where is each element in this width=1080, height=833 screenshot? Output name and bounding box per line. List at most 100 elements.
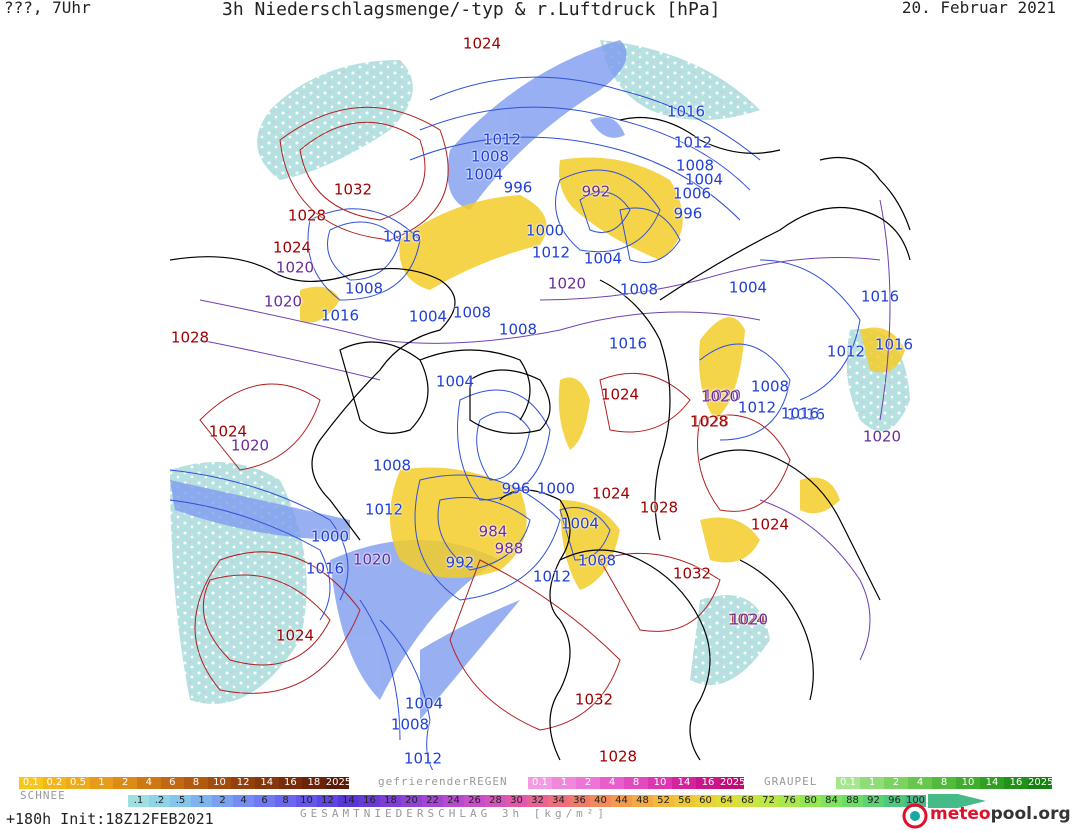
legend-color-cell: 28 bbox=[485, 795, 506, 807]
legend-color-cell: 8 bbox=[932, 777, 956, 789]
isobar-label: 1024 bbox=[727, 610, 767, 629]
legend-color-cell: 1 bbox=[191, 795, 212, 807]
legend-graupel-title: GRAUPEL bbox=[764, 775, 818, 788]
isobar-label: 1012 bbox=[673, 133, 713, 152]
legend-color-cell: 1 bbox=[552, 777, 576, 789]
isobar-label: 1024 bbox=[208, 422, 248, 441]
legend-color-cell: .1 bbox=[128, 795, 149, 807]
isobar-label: 1006 bbox=[672, 184, 712, 203]
isobar-label: 1012 bbox=[532, 567, 572, 586]
isobar-label: 1008 bbox=[577, 551, 617, 570]
legend-color-cell: 12 bbox=[231, 777, 255, 789]
legend-color-cell: .5 bbox=[170, 795, 191, 807]
isobar-label: 1016 bbox=[874, 335, 914, 354]
isobar-label: 1028 bbox=[598, 747, 638, 766]
isobar-label: 1016 bbox=[320, 306, 360, 325]
isobar-label: 1008 bbox=[470, 147, 510, 166]
isobar-label: 1008 bbox=[452, 303, 492, 322]
isobar-label: 1012 bbox=[826, 342, 866, 361]
legend-color-cell: 2025+ bbox=[325, 777, 350, 789]
legend-color-cell: 8 bbox=[275, 795, 296, 807]
meteopool-logo[interactable]: meteopool.org bbox=[900, 802, 1076, 830]
legend-color-cell: 10 bbox=[648, 777, 672, 789]
isobar-label: 1028 bbox=[170, 328, 210, 347]
isobar-label: 1024 bbox=[272, 238, 312, 257]
isobar-label: 1004 bbox=[560, 514, 600, 533]
isobar-label: 1008 bbox=[344, 279, 384, 298]
legend-color-cell: 16 bbox=[278, 777, 303, 789]
isobar-label: 1024 bbox=[591, 484, 631, 503]
legend-color-cell: 14 bbox=[980, 777, 1004, 789]
legend-color-cell: 26 bbox=[464, 795, 485, 807]
isobar-label: 1000 bbox=[525, 221, 565, 240]
legend-color-cell: 14 bbox=[254, 777, 279, 789]
legend-freezing-rain-title: gefrierenderREGEN bbox=[378, 775, 508, 788]
legend-color-cell: 96 bbox=[884, 795, 905, 807]
isobar-label: 992 bbox=[581, 182, 611, 201]
isobar-label: 1016 bbox=[305, 559, 345, 578]
isobar-label: 1016 bbox=[382, 227, 422, 246]
legend-color-cell: 0.5 bbox=[66, 777, 90, 789]
legend-color-cell: 0.1 bbox=[19, 777, 43, 789]
legend-arrow-icon bbox=[928, 794, 986, 808]
legend-color-cell: 10 bbox=[207, 777, 232, 789]
isobar-label: 1004 bbox=[464, 165, 504, 184]
legend-snow-title: SCHNEE bbox=[20, 789, 66, 802]
isobar-label: 1008 bbox=[675, 156, 715, 175]
legend-color-cell: 12 bbox=[317, 795, 338, 807]
isobar-label: 1020 bbox=[862, 427, 902, 446]
isobar-label: 1004 bbox=[684, 170, 724, 189]
legend-color-cell: 56 bbox=[674, 795, 695, 807]
isobar-lines bbox=[169, 76, 891, 770]
legend-total-precip-title: GESAMTNIEDERSCHLAG 3h [kg/m²] bbox=[300, 807, 609, 820]
isobar-label: 1012 bbox=[531, 243, 571, 262]
isobar-label: 1020 bbox=[700, 387, 740, 406]
legend-color-cell: 40 bbox=[590, 795, 611, 807]
legend-color-cell: 14 bbox=[338, 795, 359, 807]
legend-color-cell: 6 bbox=[254, 795, 275, 807]
legend-color-cell: 6 bbox=[160, 777, 185, 789]
legend-color-cell: 18 bbox=[380, 795, 401, 807]
legend-color-cell: 2025+ bbox=[1028, 777, 1052, 789]
isobar-label: 1008 bbox=[750, 377, 790, 396]
legend-total-precip-scale: .1.2.5 1 2 4 6 8 10 12 14 16 18 20 22 24 26 28 30 32 34 36 4… bbox=[128, 795, 926, 807]
isobar-label: 1020 bbox=[230, 436, 270, 455]
rain-bands bbox=[170, 40, 627, 720]
legend-color-cell: 4 bbox=[136, 777, 161, 789]
legend-color-cell: 16 bbox=[359, 795, 380, 807]
legend-color-cell: 48 bbox=[632, 795, 653, 807]
legend-color-cell: 2 bbox=[212, 795, 233, 807]
legend-color-cell: 72 bbox=[758, 795, 779, 807]
isobar-label: 1020 bbox=[275, 258, 315, 277]
legend-color-cell: 2 bbox=[884, 777, 908, 789]
isobar-label: 1004 bbox=[404, 694, 444, 713]
isobar-label: 1008 bbox=[619, 280, 659, 299]
legend-color-cell: 22 bbox=[422, 795, 443, 807]
legend-color-cell: 34 bbox=[548, 795, 569, 807]
isobar-label: 1020 bbox=[547, 274, 587, 293]
legend-color-cell: 84 bbox=[821, 795, 842, 807]
legend-color-cell: 88 bbox=[842, 795, 863, 807]
legend-color-cell: 8 bbox=[184, 777, 208, 789]
legend-color-cell: 32 bbox=[527, 795, 548, 807]
isobar-label: 1004 bbox=[408, 307, 448, 326]
isobar-label: 1012 bbox=[737, 398, 777, 417]
legend-color-cell: 100 bbox=[905, 795, 926, 807]
map-date: 20. Februar 2021 bbox=[901, 0, 1056, 17]
legend-color-cell: 20 bbox=[401, 795, 422, 807]
isobar-label: 1020 bbox=[263, 292, 303, 311]
isobar-label: 1016 bbox=[608, 334, 648, 353]
legend-color-cell: 52 bbox=[653, 795, 674, 807]
isobar-label: 1000 bbox=[536, 479, 576, 498]
isobar-label: 988 bbox=[494, 539, 524, 558]
isobar-label: 1032 bbox=[574, 690, 614, 709]
isobar-label: 992 bbox=[445, 553, 475, 572]
isobar-label: 1032 bbox=[672, 564, 712, 583]
legend-color-cell: 0.1 bbox=[836, 777, 860, 789]
legend-color-cell: 2025+ bbox=[720, 777, 744, 789]
isobar-label: 1020 bbox=[702, 386, 742, 405]
header-left: ???, 7Uhr bbox=[4, 0, 91, 17]
legend-color-cell: 18 bbox=[302, 777, 326, 789]
